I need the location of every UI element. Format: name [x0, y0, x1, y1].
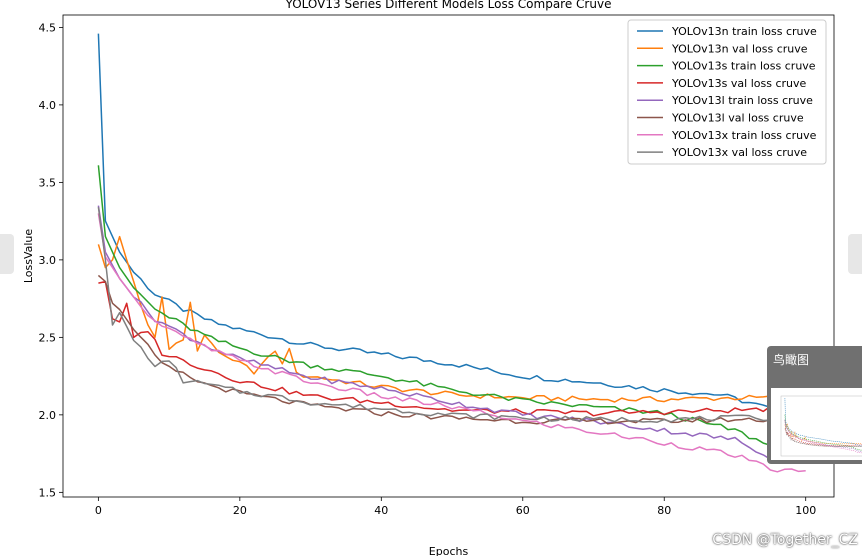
legend-box [627, 19, 827, 165]
series-line-2 [97, 165, 807, 454]
series-line-7 [97, 207, 806, 423]
y-tick-label: 2.0 [39, 409, 57, 422]
legend-entry: YOLOv13n train loss cruve [671, 25, 817, 38]
minimap-title: 鸟瞰图 [773, 353, 810, 367]
minimap-series-line [784, 419, 862, 452]
y-tick-label: 2.5 [39, 331, 57, 344]
x-tick-label: 60 [516, 504, 530, 517]
y-tick-label: 4.0 [39, 99, 57, 112]
series-line-3 [98, 280, 806, 417]
minimap-series-line [784, 414, 862, 451]
minimap-series-line [784, 422, 862, 445]
right-nav-tab[interactable] [848, 234, 862, 274]
minimap-panel[interactable]: 鸟瞰图 [767, 346, 862, 464]
watermark: CSDN @Together_CZ [712, 532, 858, 548]
minimap-series-line [784, 420, 862, 454]
x-tick-label: 0 [95, 504, 102, 517]
series-line-6 [97, 213, 806, 473]
y-tick-label: 3.5 [39, 176, 57, 189]
x-axis-label: Epochs [429, 545, 469, 556]
x-tick-label: 20 [233, 504, 247, 517]
y-axis-label: LossValue [22, 229, 35, 284]
x-tick-label: 40 [374, 504, 388, 517]
y-tick-label: 4.5 [39, 21, 57, 34]
chart-title: YOLOV13 Series Different Models Loss Com… [285, 0, 612, 11]
series-group [97, 33, 807, 473]
series-line-4 [97, 205, 806, 462]
y-tick-label: 1.5 [39, 486, 57, 499]
legend-entry: YOLOv13s val loss cruve [671, 77, 807, 90]
minimap-series-line [784, 428, 862, 446]
series-line-5 [97, 274, 806, 425]
series-line-0 [97, 33, 806, 420]
legend-entry: YOLOv13l train loss cruve [671, 94, 813, 107]
x-tick-label: 80 [657, 504, 671, 517]
legend-entry: YOLOv13x val loss cruve [671, 146, 807, 159]
series-line-1 [97, 235, 806, 403]
minimap-chart-preview [780, 395, 862, 457]
left-nav-tab[interactable] [0, 234, 14, 274]
minimap-thumbnail[interactable] [771, 388, 862, 460]
legend-entry: YOLOv13n val loss cruve [671, 42, 808, 55]
legend-entry: YOLOv13l val loss cruve [671, 112, 804, 125]
minimap-series-line [784, 419, 862, 447]
legend-entry: YOLOv13x train loss cruve [671, 129, 817, 142]
x-tick-label: 100 [795, 504, 816, 517]
plot-frame [62, 14, 835, 498]
y-tick-label: 3.0 [39, 254, 57, 267]
minimap-series-line [784, 398, 862, 447]
minimap-frame [780, 395, 862, 457]
legend-entry: YOLOv13s train loss cruve [671, 60, 816, 73]
